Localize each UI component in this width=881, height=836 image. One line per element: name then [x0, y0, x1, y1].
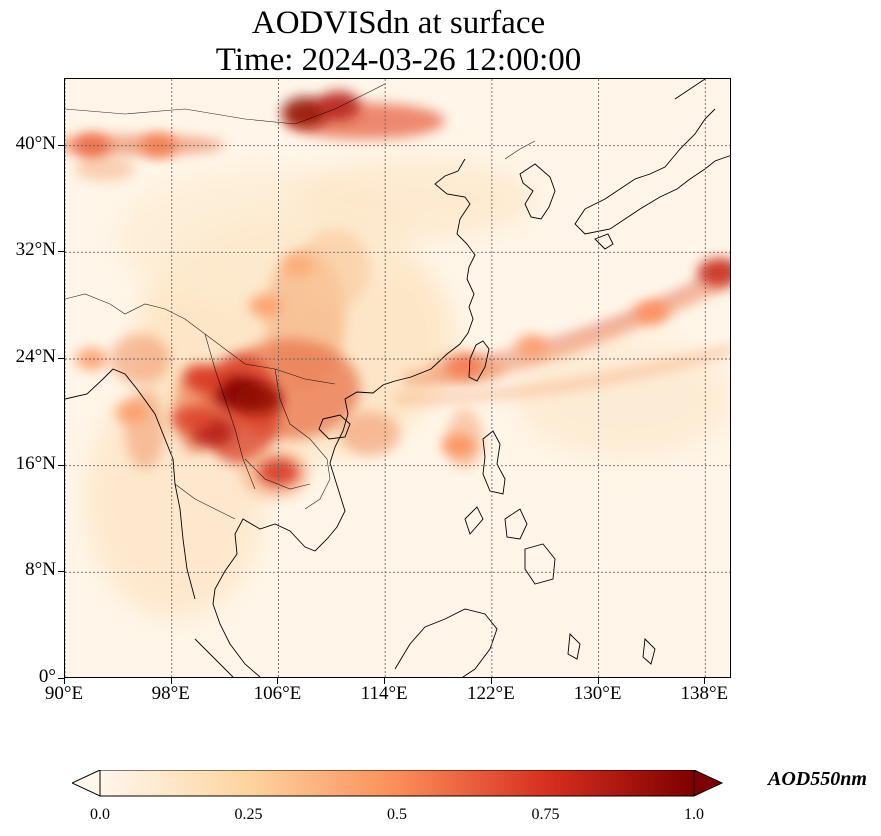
aod-hotspot	[515, 334, 549, 357]
aod-hotspot	[75, 347, 108, 371]
aod-hotspot	[115, 401, 148, 424]
colorbar-tick-label: 1.0	[684, 806, 704, 823]
lon-tick	[490, 678, 492, 684]
lon-tick-label: 106°E	[253, 683, 302, 704]
aod-hotspot	[73, 133, 111, 159]
map-title: AODVISdn at surface	[251, 5, 546, 41]
colorbar-label: AOD550nm	[768, 768, 867, 790]
aod-hotspot	[171, 405, 212, 433]
colorbar-max-extension	[693, 770, 724, 797]
lon-tick-label: 114°E	[360, 683, 408, 704]
colorbar	[72, 770, 724, 797]
map-subtitle: Time: 2024-03-26 12:00:00	[215, 42, 582, 78]
aod-hotspot	[282, 255, 315, 277]
lat-tick-label: 0°	[38, 666, 56, 687]
lon-tick-label: 122°E	[467, 683, 515, 704]
lat-tick-label: 24°N	[15, 346, 56, 367]
colorbar-tick-label: 0.5	[387, 806, 407, 823]
lon-tick-label: 90°E	[44, 683, 84, 704]
colorbar-tick-label: 0.25	[234, 806, 263, 823]
aod-field	[65, 103, 730, 619]
lon-tick-label: 130°E	[573, 683, 622, 704]
colorbar-tick-label: 0.0	[90, 806, 110, 823]
lat-tick	[58, 571, 64, 573]
lat-tick-label: 40°N	[15, 132, 56, 154]
lon-tick	[597, 678, 599, 684]
lon-tick	[384, 678, 386, 684]
aod-hotspot	[316, 91, 361, 121]
aod-hotspot	[441, 434, 476, 458]
lon-tick-label: 98°E	[151, 683, 190, 704]
lon-tick	[170, 678, 172, 684]
lat-tick	[58, 358, 64, 359]
lon-tick	[64, 678, 65, 684]
coastlines	[65, 79, 730, 677]
lat-tick-label: 32°N	[15, 239, 56, 261]
country-borders	[65, 83, 536, 520]
aod-hotspots	[73, 91, 730, 487]
map-panel	[64, 78, 731, 678]
lat-tick-label: 8°N	[25, 559, 56, 581]
lon-tick-label: 138°E	[680, 683, 729, 704]
lat-tick	[58, 464, 64, 466]
aod-hotspot	[235, 383, 282, 415]
gridlines	[65, 79, 730, 677]
aod-hotspot	[634, 300, 669, 324]
colorbar-tick-label: 0.75	[531, 806, 560, 823]
lat-tick-label: 16°N	[15, 452, 56, 474]
aod-hotspot	[248, 294, 282, 317]
lon-tick	[277, 678, 279, 684]
colorbar-min-extension	[72, 770, 101, 797]
aod-map	[65, 79, 730, 677]
aod-hotspot	[447, 353, 483, 378]
colorbar-gradient	[99, 770, 695, 797]
lat-tick	[58, 144, 64, 146]
lat-tick	[58, 251, 64, 253]
lon-tick	[704, 678, 706, 684]
aod-hotspot	[184, 365, 226, 393]
lat-tick	[58, 678, 64, 679]
